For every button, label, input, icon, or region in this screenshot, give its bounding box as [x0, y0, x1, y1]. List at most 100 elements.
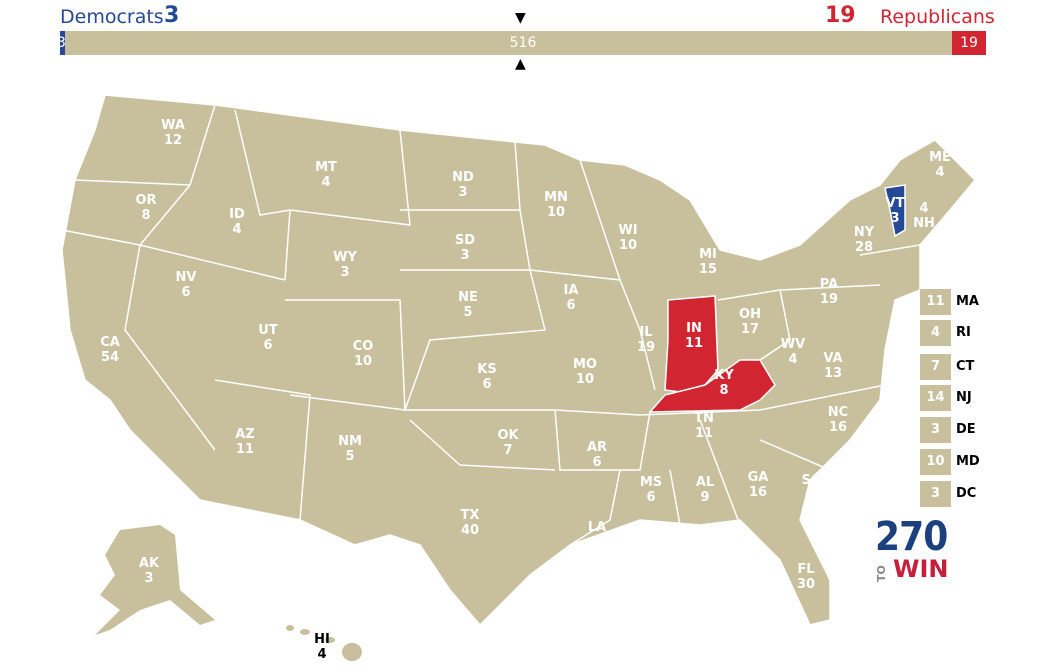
dem-bar-segment [60, 31, 66, 55]
state-mn[interactable]: MN 10 [544, 190, 568, 220]
state-abbr: AL [695, 475, 715, 490]
state-hi[interactable]: HI 4 [314, 632, 330, 662]
state-ak[interactable]: AK 3 [139, 556, 159, 586]
small-state-dc-box[interactable]: 3 [920, 481, 951, 507]
state-ev: 3 [890, 211, 900, 226]
state-va[interactable]: VA 13 [823, 351, 842, 381]
state-tx[interactable]: TX 40 [461, 508, 480, 538]
state-oh[interactable]: OH 17 [739, 307, 761, 337]
state-me[interactable]: ME 4 [929, 150, 951, 180]
state-ev: 3 [144, 571, 154, 586]
small-state-ri-box[interactable]: 4 [920, 320, 951, 346]
state-ev: 4 [232, 222, 242, 237]
state-il[interactable]: IL 19 [637, 325, 655, 355]
state-sc[interactable]: SC 9 [802, 473, 821, 503]
state-abbr: VT [885, 196, 905, 211]
state-mo[interactable]: MO 10 [573, 357, 597, 387]
state-abbr: ME [929, 150, 951, 165]
state-ev: 4 [919, 201, 929, 216]
state-wa[interactable]: WA 12 [161, 118, 185, 148]
state-ev: 6 [482, 377, 492, 392]
alaska-outline [95, 525, 215, 635]
state-abbr: PA [819, 277, 839, 292]
ev-progress-bar: 3 516 19 [57, 31, 986, 55]
small-state-de-box[interactable]: 3 [920, 417, 951, 443]
state-ev: 10 [618, 238, 638, 253]
small-state-nj-box[interactable]: 14 [920, 385, 951, 411]
state-ev: 6 [566, 298, 576, 313]
state-ev: 4 [788, 352, 798, 367]
state-ev: 4 [321, 175, 331, 190]
small-state-ma-box[interactable]: 11 [920, 289, 951, 315]
state-wi[interactable]: WI 10 [618, 223, 637, 253]
state-abbr: ND [452, 170, 474, 185]
state-al[interactable]: AL 9 [696, 475, 714, 505]
state-abbr: IL [639, 325, 653, 340]
state-nh[interactable]: 4 NH [913, 201, 935, 231]
small-state-md-box[interactable]: 10 [920, 449, 951, 475]
state-abbr: CO [352, 339, 374, 354]
state-vt[interactable]: VT 3 [886, 196, 905, 226]
state-ev: 17 [740, 322, 760, 337]
state-ev: 10 [546, 205, 566, 220]
state-ev: 10 [575, 372, 595, 387]
state-abbr: UT [258, 323, 278, 338]
state-ok[interactable]: OK 7 [497, 428, 518, 458]
state-nc[interactable]: NC 16 [828, 405, 848, 435]
state-sd[interactable]: SD 3 [455, 233, 475, 263]
state-in[interactable]: IN 11 [685, 321, 703, 351]
state-ne[interactable]: NE 5 [458, 290, 478, 320]
state-pa[interactable]: PA 19 [820, 277, 838, 307]
state-ev: 28 [854, 240, 874, 255]
state-nv[interactable]: NV 6 [176, 270, 197, 300]
state-ev: 19 [819, 292, 839, 307]
state-ky[interactable]: KY 8 [714, 368, 734, 398]
state-abbr: OK [497, 428, 519, 443]
logo-to: TO [875, 565, 888, 582]
state-fl[interactable]: FL 30 [797, 562, 815, 592]
state-az[interactable]: AZ 11 [235, 427, 255, 457]
small-state-ct-box[interactable]: 7 [920, 354, 951, 380]
state-ev: 8 [592, 535, 602, 550]
state-abbr: LA [587, 520, 607, 535]
state-nd[interactable]: ND 3 [452, 170, 474, 200]
state-ks[interactable]: KS 6 [477, 362, 496, 392]
state-shape-vt [884, 184, 906, 238]
state-abbr: CA [100, 335, 120, 350]
state-ev: 5 [463, 305, 473, 320]
state-abbr: KS [477, 362, 497, 377]
state-abbr: HI [314, 632, 330, 647]
state-ev: 3 [458, 185, 468, 200]
state-mi[interactable]: MI 15 [699, 247, 717, 277]
state-mt[interactable]: MT 4 [315, 160, 337, 190]
state-abbr: NM [338, 434, 362, 449]
state-id[interactable]: ID 4 [229, 207, 245, 237]
state-wy[interactable]: WY 3 [333, 250, 357, 280]
state-ga[interactable]: GA 16 [748, 470, 769, 500]
state-la[interactable]: LA 8 [588, 520, 606, 550]
state-co[interactable]: CO 10 [353, 339, 374, 369]
state-abbr: MT [315, 160, 337, 175]
state-ev: 16 [828, 420, 848, 435]
state-abbr: NY [853, 225, 875, 240]
state-ms[interactable]: MS 6 [640, 475, 662, 505]
state-abbr: NE [458, 290, 478, 305]
state-ev: 3 [460, 248, 470, 263]
state-ia[interactable]: IA 6 [564, 283, 579, 313]
state-ny[interactable]: NY 28 [854, 225, 874, 255]
midpoint-up-arrow-icon: ▲ [515, 56, 526, 72]
state-nm[interactable]: NM 5 [338, 434, 362, 464]
state-tn[interactable]: TN 11 [694, 411, 714, 441]
state-abbr: SC [801, 473, 821, 488]
state-or[interactable]: OR 8 [135, 193, 156, 223]
democrats-label: Democrats [60, 6, 164, 28]
state-abbr: VA [823, 351, 843, 366]
state-abbr: TX [460, 508, 480, 523]
state-ca[interactable]: CA 54 [100, 335, 120, 365]
state-ut[interactable]: UT 6 [258, 323, 277, 353]
hawaii-islands [286, 625, 362, 661]
state-wv[interactable]: WV 4 [781, 337, 805, 367]
state-abbr: AK [138, 556, 160, 571]
state-ar[interactable]: AR 6 [587, 440, 607, 470]
